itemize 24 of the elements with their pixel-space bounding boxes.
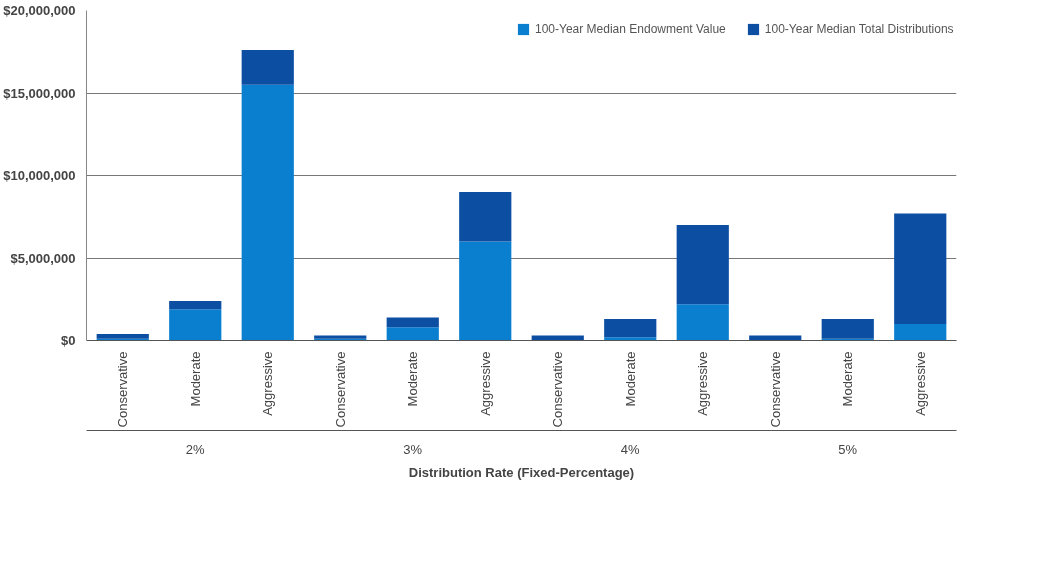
- legend-label: 100-Year Median Endowment Value: [535, 22, 726, 36]
- x-tick-label: Moderate: [840, 351, 856, 407]
- x-tick-label: Aggressive: [912, 351, 928, 416]
- y-tick-label: $5,000,000: [10, 250, 76, 266]
- y-tick-label: $0: [61, 333, 76, 348]
- text: 5%: [838, 441, 858, 457]
- x-tick-label: Conservative: [332, 351, 348, 428]
- y-tick-label: $15,000,000: [3, 85, 76, 101]
- x-tick-label: Moderate: [187, 351, 203, 407]
- x-tick-label: Conservative: [767, 351, 783, 428]
- x-tick-label: Conservative: [550, 351, 566, 428]
- x-tick-label: Aggressive: [260, 351, 276, 416]
- x-axis-title: Distribution Rate (Fixed-Percentage): [408, 464, 635, 480]
- legend-label: 100-Year Median Total Distributions: [764, 22, 954, 36]
- x-tick-label: Conservative: [115, 351, 131, 428]
- x-tick-label: Aggressive: [477, 351, 493, 416]
- x-tick-label: Aggressive: [695, 351, 711, 416]
- x-tick-label: Moderate: [405, 351, 421, 407]
- y-tick-label: $10,000,000: [3, 168, 76, 183]
- text: 2%: [185, 441, 206, 457]
- text: 4%: [620, 441, 641, 457]
- text: 3%: [403, 441, 423, 457]
- y-tick-label: $20,000,000: [3, 3, 76, 18]
- x-tick-label: Moderate: [622, 351, 638, 407]
